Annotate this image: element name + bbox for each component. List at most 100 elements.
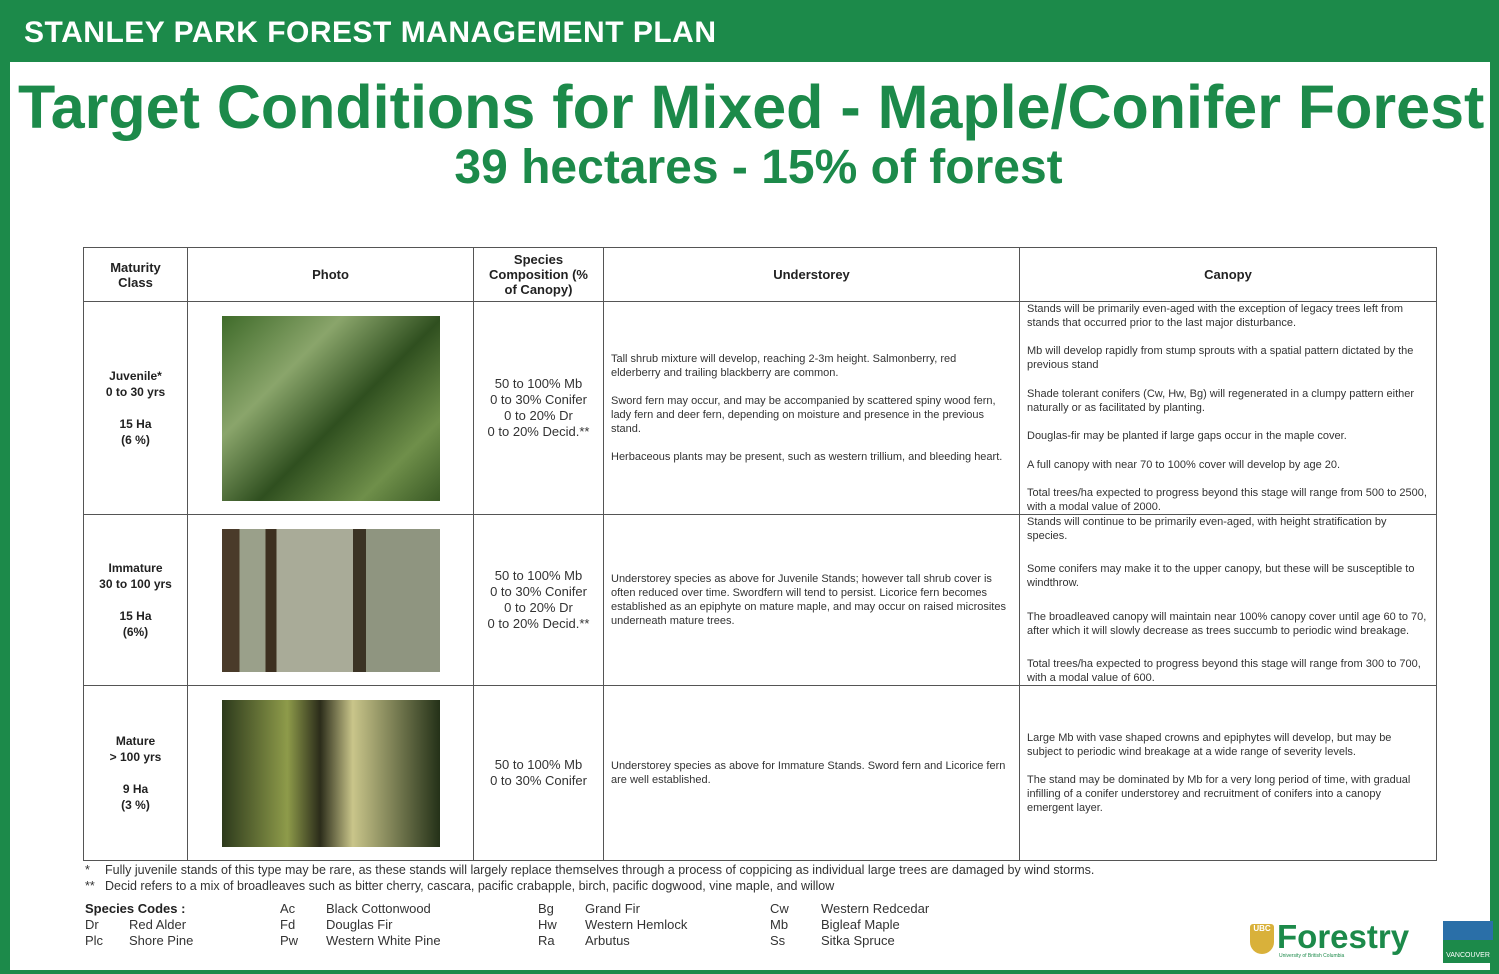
maturity-text: 0 to 30 yrs	[106, 384, 165, 400]
footnote-mark: *	[85, 863, 105, 877]
understorey-text: Tall shrub mixture will develop, reachin…	[611, 352, 1007, 380]
title: Target Conditions for Mixed - Maple/Coni…	[18, 72, 1498, 142]
area-text: (6%)	[123, 624, 148, 640]
column-header: Canopy	[1020, 248, 1437, 302]
ubc-logo: UBC	[1250, 924, 1274, 954]
species-code: Pw	[280, 933, 298, 948]
column-header: Maturity Class	[84, 248, 188, 302]
species-text: 0 to 20% Dr	[504, 600, 573, 616]
canopy-text: Total trees/ha expected to progress beyo…	[1027, 486, 1428, 514]
species-name: Western White Pine	[326, 933, 441, 948]
maturity-text: Juvenile*	[109, 368, 162, 384]
species-name: Arbutus	[585, 933, 630, 948]
subtitle: 39 hectares - 15% of forest	[0, 140, 1499, 195]
canopy-text: Total trees/ha expected to progress beyo…	[1027, 657, 1428, 685]
column-header: Photo	[188, 248, 474, 302]
understorey-cell: Understorey species as above for Juvenil…	[604, 515, 1020, 686]
species-text: 0 to 30% Conifer	[490, 392, 587, 408]
maturity-text: Mature	[116, 733, 155, 749]
maturity-cell: Juvenile*0 to 30 yrs 15 Ha(6 %)	[84, 302, 188, 515]
canopy-text: The stand may be dominated by Mb for a v…	[1027, 773, 1428, 815]
species-name: Shore Pine	[129, 933, 193, 948]
canopy-text: A full canopy with near 70 to 100% cover…	[1027, 458, 1428, 472]
bottom-border	[0, 970, 1499, 974]
maturity-cell: Mature> 100 yrs 9 Ha(3 %)	[84, 686, 188, 861]
footnote-mark: **	[85, 879, 105, 893]
species-name: Western Hemlock	[585, 917, 687, 932]
column-header: Species Composition (% of Canopy)	[474, 248, 604, 302]
poster: STANLEY PARK FOREST MANAGEMENT PLAN Targ…	[0, 0, 1499, 974]
canopy-text: Some conifers may make it to the upper c…	[1027, 562, 1428, 590]
understorey-text: Sword fern may occur, and may be accompa…	[611, 394, 1007, 436]
species-code: Ra	[538, 933, 555, 948]
canopy-text: Large Mb with vase shaped crowns and epi…	[1027, 731, 1428, 759]
area-text: (6 %)	[121, 432, 150, 448]
species-name: Douglas Fir	[326, 917, 392, 932]
column-header-text: Photo	[304, 267, 357, 282]
understorey-cell: Tall shrub mixture will develop, reachin…	[604, 302, 1020, 515]
canopy-text: Stands will be primarily even-aged with …	[1027, 302, 1428, 330]
species-text: 0 to 20% Decid.**	[488, 616, 590, 632]
species-text: 0 to 30% Conifer	[490, 773, 587, 789]
photo-cell	[188, 515, 474, 686]
species-text: 0 to 20% Dr	[504, 408, 573, 424]
photo	[222, 316, 440, 501]
table: Maturity Class Photo Species Composition (…	[83, 247, 1437, 861]
understorey-cell: Understorey species as above for Immatur…	[604, 686, 1020, 861]
area-text: 9 Ha	[123, 781, 148, 797]
species-name: Red Alder	[129, 917, 186, 932]
maturity-text: 30 to 100 yrs	[99, 576, 172, 592]
species-code: Hw	[538, 917, 557, 932]
canopy-cell: Large Mb with vase shaped crowns and epi…	[1020, 686, 1437, 861]
maturity-text: Immature	[108, 560, 162, 576]
canopy-text: The broadleaved canopy will maintain nea…	[1027, 610, 1428, 638]
maturity-text: > 100 yrs	[110, 749, 162, 765]
area-text: 15 Ha	[119, 608, 151, 624]
species-code: Ac	[280, 901, 295, 916]
canopy-text: Stands will continue to be primarily eve…	[1027, 515, 1428, 543]
footnote-text: Fully juvenile stands of this type may b…	[105, 863, 1094, 877]
forestry-logo: Forestry	[1277, 918, 1409, 956]
footnote-text: Decid refers to a mix of broadleaves suc…	[105, 879, 834, 893]
understorey-text: Herbaceous plants may be present, such a…	[611, 450, 1007, 464]
species-code: Bg	[538, 901, 554, 916]
area-text: (3 %)	[121, 797, 150, 813]
understorey-text: Understorey species as above for Juvenil…	[611, 572, 1007, 628]
column-header-text: Canopy	[1196, 267, 1260, 282]
canopy-text: Douglas-fir may be planted if large gaps…	[1027, 429, 1428, 443]
species-code: Plc	[85, 933, 103, 948]
species-text: 50 to 100% Mb	[495, 757, 582, 773]
university-name: University of British Columbia	[1279, 953, 1344, 959]
banner-text: STANLEY PARK FOREST MANAGEMENT PLAN	[24, 16, 717, 50]
species-code: Mb	[770, 917, 788, 932]
species-codes: Species Codes :Dr Red Alder Plc Shore Pine A…	[85, 901, 985, 961]
photo	[222, 529, 440, 672]
photo-cell	[188, 686, 474, 861]
species-text: 50 to 100% Mb	[495, 568, 582, 584]
column-header-text: Understorey	[765, 267, 858, 282]
species-code: Cw	[770, 901, 789, 916]
species-text: 0 to 20% Decid.**	[488, 424, 590, 440]
species-text: 0 to 30% Conifer	[490, 584, 587, 600]
species-code: Ss	[770, 933, 785, 948]
footnotes: *Fully juvenile stands of this type may …	[85, 863, 1485, 895]
species-name: Western Redcedar	[821, 901, 929, 916]
canopy-cell: Stands will continue to be primarily eve…	[1020, 515, 1437, 686]
footnote: **Decid refers to a mix of broadleaves s…	[85, 879, 1485, 895]
canopy-text: Mb will develop rapidly from stump sprou…	[1027, 344, 1428, 372]
codes-title: Species Codes :	[85, 901, 185, 916]
species-name: Sitka Spruce	[821, 933, 895, 948]
canopy-text: Shade tolerant conifers (Cw, Hw, Bg) wil…	[1027, 387, 1428, 415]
vancouver-logo: VANCOUVER	[1443, 921, 1493, 963]
species-code: Fd	[280, 917, 295, 932]
column-header: Understorey	[604, 248, 1020, 302]
area-text: 15 Ha	[119, 416, 151, 432]
species-name: Grand Fir	[585, 901, 640, 916]
species-code: Dr	[85, 917, 99, 932]
species-name: Bigleaf Maple	[821, 917, 900, 932]
column-header-text: Species Composition (% of Canopy)	[474, 252, 603, 297]
